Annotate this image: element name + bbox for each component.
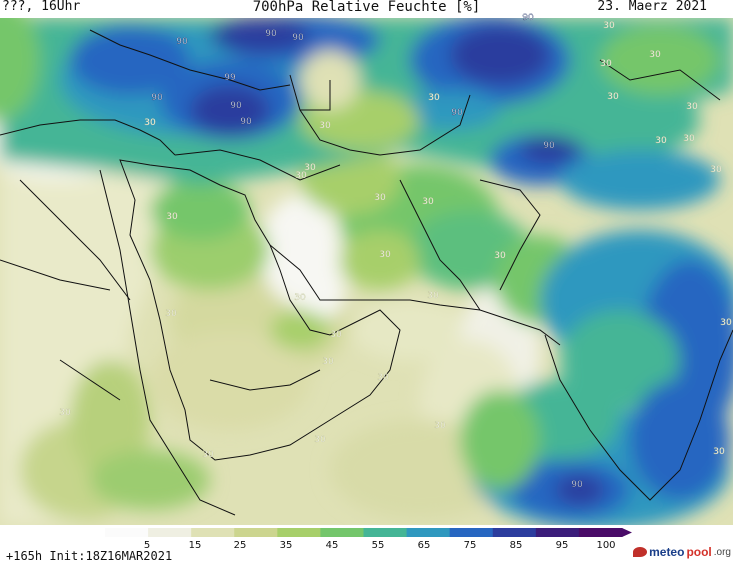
logo-accent: pool: [686, 545, 712, 559]
pin-icon: [633, 547, 648, 557]
colorbar-swatch: [148, 528, 192, 537]
colorbar-tick-label: 100: [596, 540, 616, 551]
contour-label: 30: [379, 250, 391, 260]
contour-label: 30: [434, 421, 446, 431]
forecast-time-label: ???, 16Uhr: [2, 0, 81, 14]
logo-main: meteo: [649, 545, 685, 559]
map-title: 700hPa Relative Feuchte [%]: [252, 0, 481, 15]
contour-label: 90: [451, 108, 463, 118]
contour-label: 30: [686, 102, 698, 112]
colorbar-swatch: [191, 528, 235, 537]
contour-label: 99: [224, 73, 236, 83]
colorbar-tick-label: 75: [463, 540, 477, 551]
contour-label: 30: [319, 121, 331, 131]
model-run-info: +165h Init:18Z16MAR2021: [6, 549, 173, 563]
colorbar-tick-label: 95: [555, 540, 569, 551]
contour-label: 30: [600, 59, 612, 69]
contour-label: 90: [571, 480, 583, 490]
colorbar-swatch: [535, 528, 580, 537]
colorbar-tick-label: 55: [371, 540, 385, 551]
contour-label: 30: [649, 50, 661, 60]
contour-label: 30: [494, 251, 506, 261]
contour-label: 30: [144, 118, 156, 128]
contour-label: 90: [265, 29, 277, 39]
contour-label: 30: [428, 93, 440, 103]
colorbar-swatch: [492, 528, 537, 537]
coastlines: [0, 29, 733, 516]
colorbar-swatch: [277, 528, 321, 537]
colorbar: [105, 528, 632, 537]
contour-label: 30: [422, 197, 434, 207]
colorbar-tick-label: 15: [188, 540, 202, 551]
colorbar-tick-label: 25: [233, 540, 247, 551]
colorbar-swatch: [363, 528, 408, 537]
contour-label: 30: [322, 357, 334, 367]
colorbar-tick-label: 85: [509, 540, 523, 551]
colorbar-swatch: [406, 528, 451, 537]
contour-label: 90: [292, 33, 304, 43]
humidity-field: [0, 18, 733, 525]
colorbar-swatch: [449, 528, 494, 537]
contour-label: 30: [202, 450, 214, 460]
contour-label: 30: [683, 134, 695, 144]
contour-label: 30: [720, 318, 732, 328]
contour-label: 90: [151, 93, 163, 103]
contour-label: 30: [304, 163, 316, 173]
colorbar-tick-label: 45: [325, 540, 339, 551]
contour-label: 30: [330, 330, 342, 340]
contour-label: 90: [240, 117, 252, 127]
colorbar-swatch: [578, 528, 623, 537]
contour-label: 30: [655, 136, 667, 146]
contour-label: 30: [374, 193, 386, 203]
colorbar-swatch: [320, 528, 364, 537]
logo-suffix: .org: [713, 546, 731, 558]
contour-label: 30: [294, 293, 306, 303]
contour-label: 30: [314, 435, 326, 445]
contour-label: 30: [603, 21, 615, 31]
contour-label: 30: [377, 373, 389, 383]
contour-label: 30: [427, 291, 439, 301]
contour-label: 30: [59, 408, 71, 418]
contour-label: 90: [176, 37, 188, 47]
colorbar-swatch: [105, 528, 149, 537]
colorbar-tick-label: 65: [417, 540, 431, 551]
contour-label: 90: [230, 101, 242, 111]
contour-label: 30: [295, 171, 307, 181]
contour-label: 90: [522, 13, 534, 23]
contour-label: 90: [543, 141, 555, 151]
contour-label: 30: [607, 92, 619, 102]
colorbar-tick-label: 35: [279, 540, 293, 551]
contour-label: 30: [710, 165, 722, 175]
colorbar-arrow-icon: [622, 528, 632, 537]
forecast-date: 23. Maerz 2021: [597, 0, 707, 14]
contour-label: 30: [165, 309, 177, 319]
colorbar-swatch: [234, 528, 278, 537]
contour-label: 30: [713, 447, 725, 457]
meteopool-logo[interactable]: meteo pool .org: [633, 545, 731, 559]
contour-label: 30: [166, 212, 178, 222]
colorbar-tick-label: 5: [143, 540, 151, 551]
